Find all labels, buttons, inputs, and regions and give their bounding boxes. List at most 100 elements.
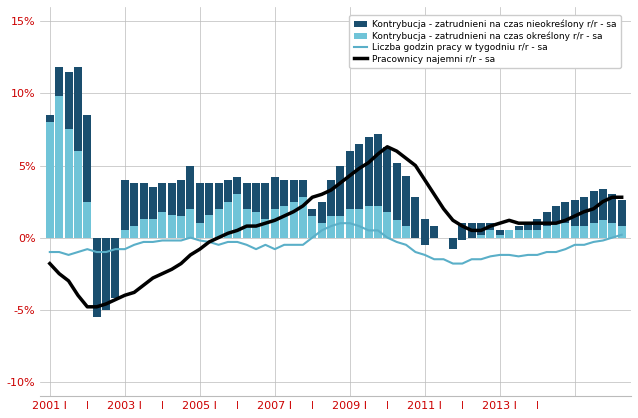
Bar bbox=[524, 230, 532, 237]
Bar bbox=[102, 237, 110, 310]
Bar bbox=[177, 180, 185, 237]
Bar bbox=[74, 67, 82, 151]
Bar bbox=[280, 180, 288, 237]
Bar bbox=[64, 72, 73, 130]
Bar bbox=[130, 183, 138, 226]
Bar bbox=[168, 183, 175, 214]
Bar bbox=[242, 183, 251, 209]
Bar bbox=[618, 226, 626, 237]
Bar bbox=[496, 230, 504, 235]
Bar bbox=[252, 183, 260, 237]
Bar bbox=[224, 180, 232, 237]
Bar bbox=[458, 223, 466, 237]
Bar bbox=[290, 180, 297, 237]
Bar bbox=[552, 223, 560, 237]
Bar bbox=[561, 223, 569, 237]
Bar bbox=[327, 180, 335, 216]
Bar bbox=[608, 194, 616, 223]
Bar bbox=[186, 166, 195, 209]
Bar bbox=[158, 183, 167, 237]
Bar bbox=[84, 115, 91, 237]
Bar bbox=[196, 183, 204, 223]
Bar bbox=[46, 115, 54, 237]
Bar bbox=[383, 147, 391, 212]
Bar bbox=[515, 230, 523, 237]
Bar bbox=[393, 163, 401, 220]
Bar bbox=[121, 180, 129, 237]
Bar bbox=[93, 237, 101, 317]
Bar bbox=[580, 197, 588, 226]
Bar bbox=[56, 67, 63, 237]
Bar bbox=[533, 230, 541, 237]
Bar bbox=[158, 183, 167, 212]
Bar bbox=[140, 183, 147, 219]
Bar bbox=[496, 230, 504, 237]
Bar bbox=[205, 183, 213, 237]
Bar bbox=[234, 177, 241, 194]
Bar bbox=[64, 72, 73, 237]
Bar bbox=[580, 226, 588, 237]
Bar bbox=[533, 219, 541, 230]
Bar bbox=[421, 237, 429, 245]
Bar bbox=[383, 212, 391, 237]
Bar bbox=[412, 197, 419, 237]
Bar bbox=[224, 180, 232, 201]
Bar bbox=[84, 115, 91, 201]
Bar bbox=[355, 144, 363, 209]
Bar bbox=[149, 187, 157, 219]
Bar bbox=[130, 183, 138, 237]
Bar bbox=[56, 67, 63, 96]
Bar bbox=[486, 223, 494, 230]
Bar bbox=[318, 223, 325, 237]
Bar bbox=[149, 187, 157, 237]
Bar bbox=[346, 151, 354, 209]
Bar bbox=[552, 206, 560, 223]
Bar bbox=[121, 180, 129, 230]
Bar bbox=[374, 134, 382, 206]
Bar bbox=[262, 183, 269, 237]
Bar bbox=[486, 223, 494, 237]
Bar bbox=[515, 226, 523, 230]
Bar bbox=[608, 223, 616, 237]
Bar bbox=[271, 177, 279, 209]
Bar bbox=[196, 183, 204, 237]
Bar bbox=[299, 180, 307, 197]
Bar bbox=[308, 209, 316, 216]
Bar bbox=[262, 183, 269, 219]
Bar bbox=[430, 226, 438, 237]
Bar bbox=[308, 216, 316, 237]
Bar bbox=[214, 183, 223, 209]
Bar bbox=[590, 223, 598, 237]
Bar bbox=[402, 176, 410, 226]
Bar bbox=[252, 183, 260, 212]
Bar bbox=[336, 216, 345, 237]
Bar bbox=[46, 115, 54, 122]
Bar bbox=[346, 209, 354, 237]
Bar bbox=[327, 216, 335, 237]
Bar bbox=[543, 226, 551, 237]
Bar bbox=[336, 166, 345, 216]
Bar bbox=[205, 183, 213, 214]
Bar bbox=[505, 230, 513, 237]
Bar bbox=[599, 189, 607, 220]
Bar bbox=[618, 200, 626, 226]
Bar bbox=[561, 201, 569, 223]
Bar bbox=[214, 183, 223, 237]
Bar bbox=[355, 209, 363, 237]
Bar bbox=[168, 183, 175, 237]
Bar bbox=[458, 223, 466, 240]
Bar bbox=[571, 226, 579, 237]
Bar bbox=[468, 223, 476, 237]
Bar bbox=[524, 223, 532, 230]
Bar bbox=[234, 177, 241, 237]
Bar bbox=[449, 237, 457, 249]
Bar bbox=[421, 219, 429, 245]
Bar bbox=[186, 166, 195, 237]
Bar bbox=[571, 200, 579, 226]
Bar bbox=[318, 201, 325, 223]
Bar bbox=[393, 220, 401, 237]
Bar bbox=[477, 223, 485, 235]
Bar bbox=[177, 180, 185, 216]
Bar bbox=[477, 223, 485, 237]
Bar bbox=[402, 226, 410, 237]
